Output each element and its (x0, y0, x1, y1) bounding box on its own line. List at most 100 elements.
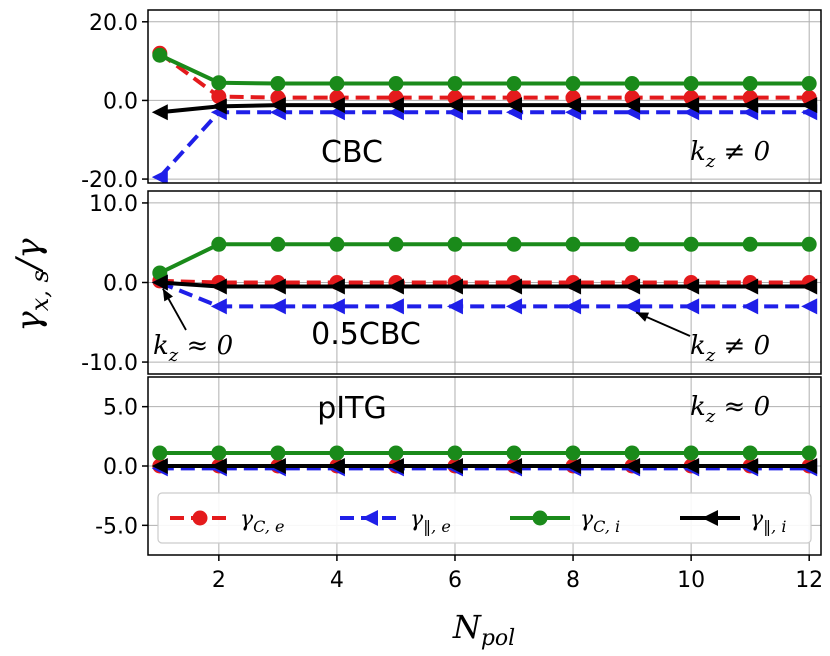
gci-marker (270, 445, 286, 461)
gpi-marker (801, 97, 818, 114)
gci-marker (447, 445, 463, 461)
gpe-marker (624, 298, 641, 315)
gci-line (158, 242, 810, 275)
gpi-marker (269, 458, 286, 474)
gci-marker (329, 76, 345, 92)
gpe-marker (328, 298, 345, 315)
y-tick-label: -5.0 (95, 514, 138, 539)
gci-marker (152, 47, 168, 63)
gci-marker (506, 76, 522, 92)
x-axis-label: Npol (452, 608, 515, 651)
legend-box (157, 492, 812, 544)
y-tick-label: 5.0 (103, 396, 138, 421)
frame-layer (142, 9, 822, 561)
gpi-marker (446, 278, 463, 295)
gpe-marker (387, 298, 404, 315)
gci-marker (270, 76, 286, 92)
gpi-marker (624, 458, 641, 474)
gci-marker (447, 76, 463, 92)
gpi-marker (565, 458, 582, 474)
gci-marker (152, 445, 168, 461)
gci-line (158, 53, 810, 86)
gce-marker (192, 510, 208, 526)
gpi-marker (506, 458, 523, 474)
gpi-marker (506, 97, 523, 114)
y-axis-label: γx, s/γ (9, 238, 54, 332)
gce-line (159, 278, 810, 285)
x-tick-label: 10 (677, 568, 705, 593)
y-tick-label: -20.0 (81, 168, 138, 193)
y-tick-label: 20.0 (89, 11, 138, 36)
gpe-marker (210, 298, 227, 315)
gpi-marker (702, 510, 718, 526)
gci-marker (801, 445, 817, 461)
gpi-marker (328, 278, 345, 295)
gpi-marker (210, 458, 227, 474)
y-tick-label: 0.0 (103, 455, 138, 480)
gpi-marker (328, 97, 345, 114)
gpi-marker (151, 458, 168, 474)
gci-marker (683, 445, 699, 461)
y-tick-label: 0.0 (103, 272, 138, 297)
panel-0-series (151, 45, 818, 183)
gpi-marker (742, 97, 759, 114)
annotation-kz-approx-0-pitg: kz ≈ 0 (690, 392, 770, 427)
gpe-line (159, 280, 810, 309)
gpi-marker (210, 278, 227, 295)
gci-marker (329, 236, 345, 252)
gpe-marker (565, 298, 582, 315)
gci-marker (211, 445, 227, 461)
gpi-marker (624, 97, 641, 114)
gpi-marker (210, 98, 227, 115)
gpe-line (158, 110, 810, 179)
gci-marker (683, 76, 699, 92)
gci-marker (565, 236, 581, 252)
gci-marker (565, 76, 581, 92)
gci-marker (742, 76, 758, 92)
gci-marker (683, 236, 699, 252)
gpi-marker (446, 97, 463, 114)
gci-marker (211, 236, 227, 252)
gpi-marker (387, 97, 404, 114)
series-layer (151, 45, 818, 477)
gpe-marker (446, 298, 463, 315)
gpi-marker (328, 458, 345, 474)
gci-marker (742, 236, 758, 252)
gpi-line (159, 103, 810, 115)
gci-marker (801, 76, 817, 92)
gci-marker (211, 75, 227, 91)
y-tick-label: -10.0 (81, 351, 138, 376)
legend-label-gci: γC, i (580, 507, 620, 536)
gpi-marker (446, 458, 463, 474)
gci-marker (565, 445, 581, 461)
gpi-marker (801, 458, 818, 474)
gci-marker (742, 445, 758, 461)
gpi-line (159, 280, 810, 289)
gpe-marker (742, 298, 759, 315)
legend-label-gpi: γ‖, i (750, 507, 786, 536)
gpi-marker (801, 278, 818, 295)
panel-label-pitg: pITG (317, 391, 386, 426)
legend-label-gpe: γ‖, e (410, 507, 451, 536)
gpi-marker (683, 97, 700, 114)
gci-marker (506, 236, 522, 252)
gci-marker (388, 76, 404, 92)
gpe-marker (801, 298, 818, 315)
gpi-marker (683, 458, 700, 474)
panel-2-series (151, 445, 818, 477)
gpe-marker (683, 298, 700, 315)
gpi-marker (742, 458, 759, 474)
x-tick-label: 8 (566, 568, 580, 593)
gpi-marker (565, 278, 582, 295)
gpi-marker (151, 274, 168, 291)
gpi-marker (742, 278, 759, 295)
y-tick-label: 10.0 (89, 192, 138, 217)
gpe-marker (506, 298, 523, 315)
gpi-marker (269, 278, 286, 295)
gci-marker (447, 236, 463, 252)
gci-marker (801, 236, 817, 252)
gci-marker (624, 236, 640, 252)
text-layer: 20.0 0.0 -20.010.0 0.0 -10.0 5.0 0.0 -5.0 2 4 6 8 10… (9, 11, 823, 651)
gpe-marker (151, 169, 168, 183)
